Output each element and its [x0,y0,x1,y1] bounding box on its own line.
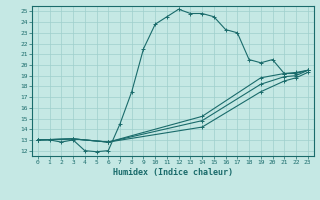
X-axis label: Humidex (Indice chaleur): Humidex (Indice chaleur) [113,168,233,177]
